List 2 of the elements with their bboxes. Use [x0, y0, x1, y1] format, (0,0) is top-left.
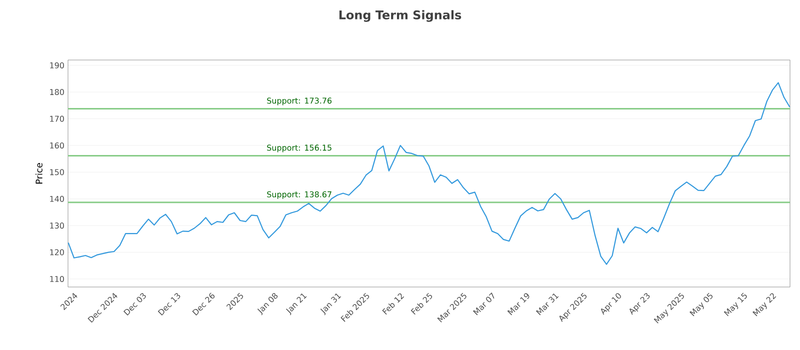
y-axis-title: Price [35, 163, 42, 184]
chart-title: Long Term Signals [339, 10, 462, 22]
